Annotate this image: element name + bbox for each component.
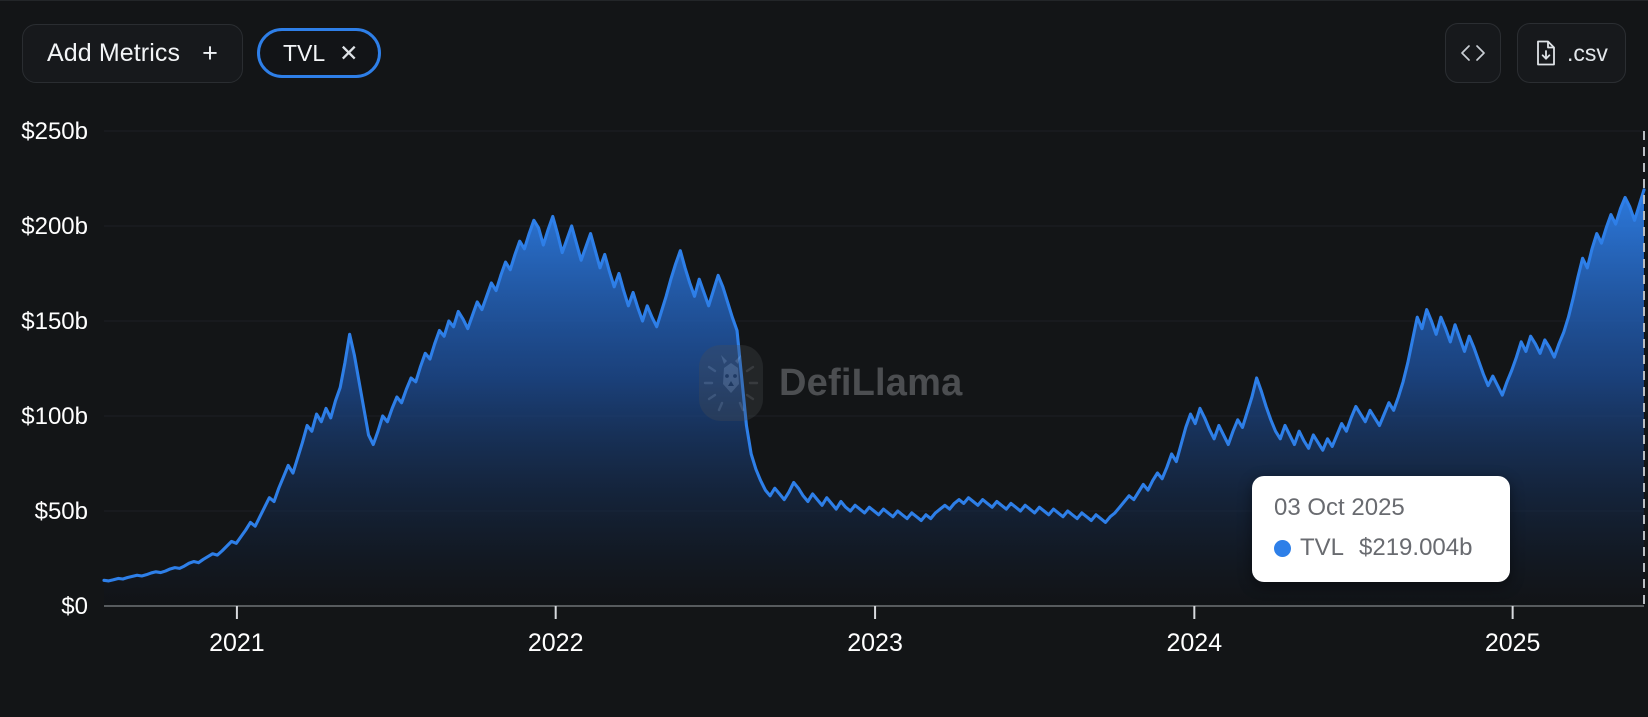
tooltip-date: 03 Oct 2025	[1274, 494, 1405, 521]
x-axis-tick-label: 2022	[528, 629, 584, 657]
tvl-line	[102, 188, 1646, 583]
toolbar-left-group: Add Metrics + TVL ✕	[22, 23, 382, 83]
csv-button-label: .csv	[1567, 39, 1608, 66]
tvl-area-chart[interactable]: $0$50b$100b$150b$200b$250b 2021 2022 2023 2…	[0, 105, 1648, 717]
x-axis-labels: 2021 2022 2023 2024 2025	[209, 629, 1540, 657]
add-metrics-button[interactable]: Add Metrics +	[22, 23, 243, 83]
y-axis-tick-label: $150b	[21, 308, 88, 335]
toolbar-right-group: .csv	[1445, 23, 1626, 83]
y-axis-tick-label: $100b	[21, 403, 88, 430]
chart-area[interactable]: $0 $50b $100b $150b $200b $250b 2021 2022 2023 2…	[0, 105, 1648, 717]
x-axis-tick-label: 2025	[1485, 629, 1541, 657]
x-axis-ticks	[235, 606, 1514, 619]
tooltip-series-name: TVL	[1300, 534, 1345, 561]
x-axis-tick-label: 2021	[209, 629, 265, 657]
y-axis-tick-label: $50b	[35, 498, 88, 525]
chart-toolbar: Add Metrics + TVL ✕	[0, 1, 1648, 105]
plus-icon: +	[202, 37, 218, 68]
tooltip-series-dot	[1274, 539, 1291, 557]
y-axis-tick-label: $250b	[21, 118, 88, 145]
y-axis-tick-label: $0	[61, 593, 88, 620]
download-file-icon	[1537, 40, 1555, 66]
y-axis-labels: $0 $50b $100b $150b $200b $250b	[21, 118, 88, 620]
embed-code-button[interactable]	[1445, 23, 1501, 83]
download-csv-button[interactable]: .csv	[1517, 23, 1626, 83]
tooltip-series-row: TVL $219.004b	[1274, 534, 1488, 562]
tooltip-series-value: $219.004b	[1359, 534, 1473, 561]
x-axis-tick-label: 2023	[847, 629, 903, 657]
add-metrics-label: Add Metrics	[47, 38, 181, 67]
metric-chip-label: TVL	[282, 39, 326, 66]
y-axis-tick-label: $200b	[21, 213, 88, 240]
code-embed-icon	[1461, 45, 1485, 61]
chart-tooltip: 03 Oct 2025 TVL $219.004b	[1252, 476, 1510, 582]
metric-chip-tvl[interactable]: TVL ✕	[256, 28, 382, 78]
x-axis-tick-label: 2024	[1167, 629, 1223, 657]
close-icon[interactable]: ✕	[339, 39, 359, 66]
chart-background	[0, 105, 1648, 717]
